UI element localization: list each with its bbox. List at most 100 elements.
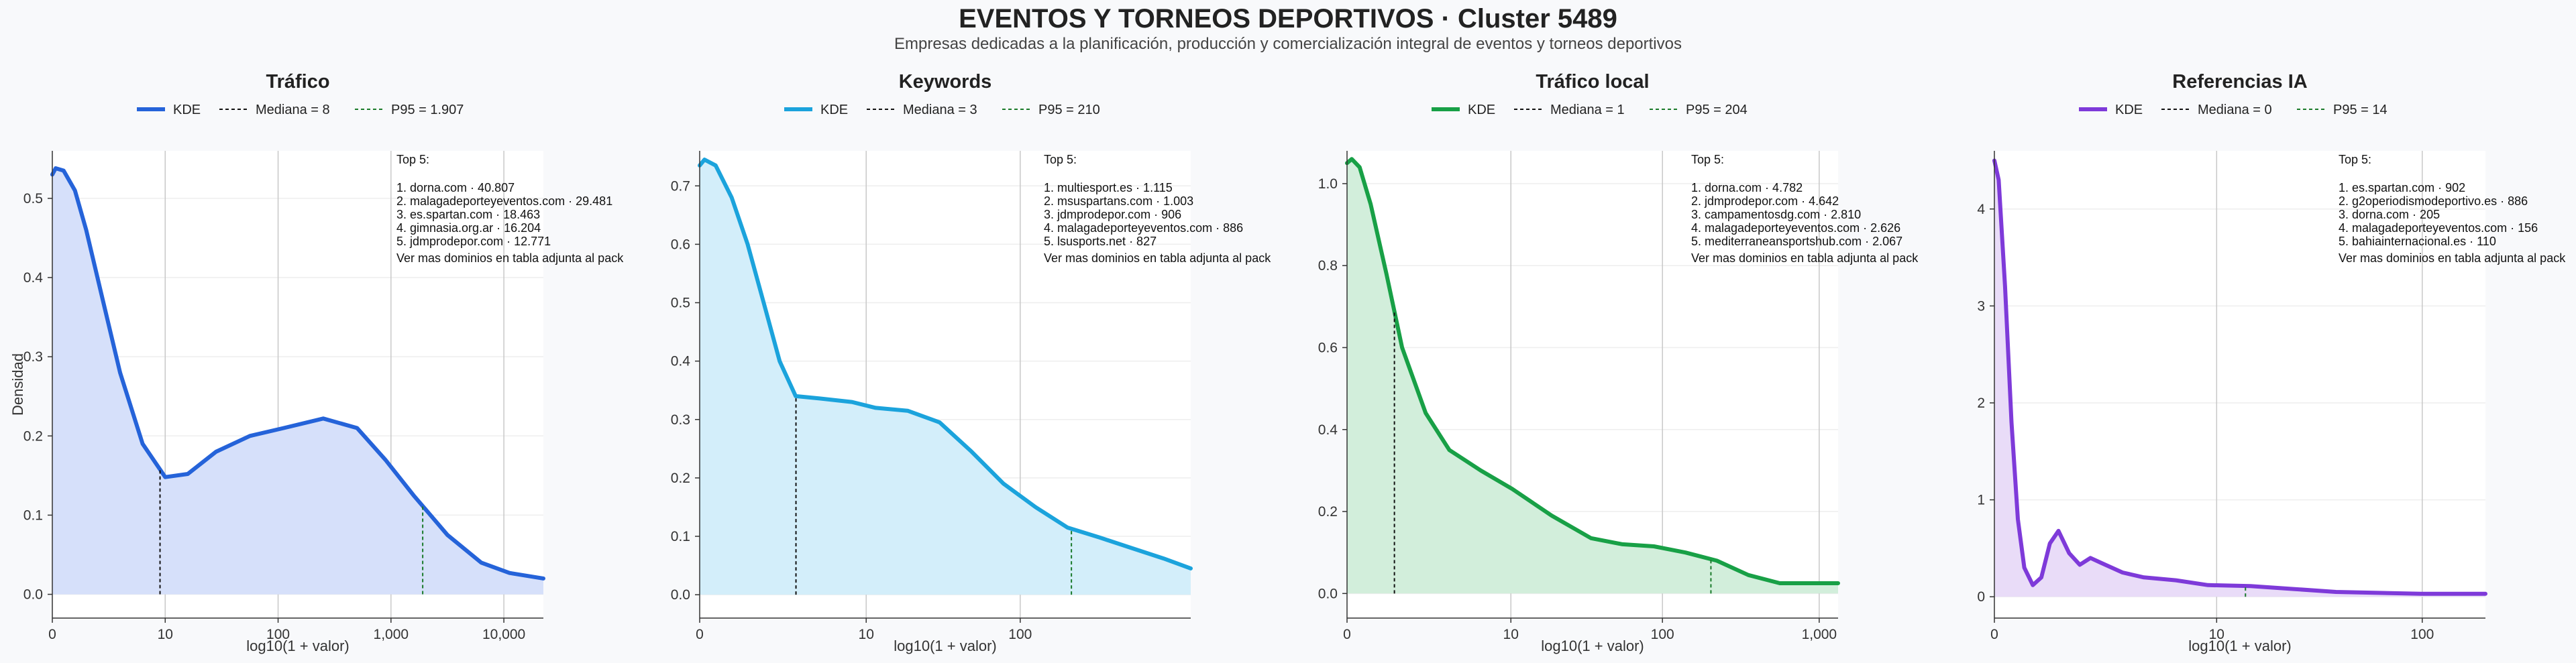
legend-label: P95 = 210 — [1038, 103, 1100, 117]
x-tick-label: 0 — [48, 627, 56, 642]
y-tick-label: 0.2 — [23, 428, 43, 444]
y-tick-label: 1.0 — [1318, 176, 1338, 192]
top5-item: 2. msuspartans.com · 1.003 — [1044, 194, 1193, 208]
top5-heading: Top 5: — [1044, 153, 1077, 166]
legend-label: KDE — [820, 103, 848, 117]
y-tick-label: 0.4 — [1318, 422, 1338, 438]
top5-item: 4. malagadeporteyeventos.com · 156 — [2339, 221, 2538, 235]
y-tick-label: 0.2 — [1318, 504, 1338, 520]
x-tick-label: 0 — [696, 627, 704, 642]
top5-item: 4. malagadeporteyeventos.com · 2.626 — [1691, 221, 1900, 235]
top5-heading: Top 5: — [1691, 153, 1724, 166]
kde-curve — [1345, 157, 1840, 585]
x-tick-label: 10 — [1503, 627, 1519, 642]
top5-item: 1. dorna.com · 40.807 — [396, 181, 515, 194]
top5-item: 1. es.spartan.com · 902 — [2339, 181, 2465, 194]
chart-panel-keywords: 0.0 0.1 0.2 0.3 0.4 0.5 0.6 0.7 0 10 100 log10(1 + … — [647, 64, 1291, 663]
kde-curve — [698, 158, 1193, 570]
y-tick-label: 2 — [1977, 396, 1985, 411]
chart-title: Keywords — [899, 71, 992, 93]
page-subtitle: Empresas dedicadas a la planificación, p… — [894, 35, 1682, 53]
x-tick-label: 0 — [1343, 627, 1351, 642]
top5-footer: Ver mas dominios en tabla adjunta al pac… — [396, 251, 624, 265]
kde-curve — [1992, 158, 2487, 596]
page-title: EVENTOS Y TORNEOS DEPORTIVOS · Cluster 5… — [959, 4, 1617, 34]
kde-curve — [50, 166, 545, 581]
chart-legend: KDE Mediana = 8 P95 = 1.907 — [137, 103, 464, 117]
x-axis-label: log10(1 + valor) — [894, 638, 996, 654]
top5-heading: Top 5: — [396, 153, 429, 166]
top5-item: 4. malagadeporteyeventos.com · 886 — [1044, 221, 1243, 235]
legend-label: P95 = 204 — [1686, 103, 1748, 117]
legend-label: Mediana = 0 — [2198, 103, 2272, 117]
x-tick-label: 10 — [2209, 627, 2224, 642]
y-axis-label: Densidad — [9, 353, 26, 416]
x-axis-label: log10(1 + valor) — [246, 638, 349, 654]
chart-title: Tráfico local — [1536, 71, 1649, 93]
top5-item: 5. lsusports.net · 827 — [1044, 235, 1157, 248]
chart-panel-referencias-ia: 0 1 2 3 4 0 10 100 log10(1 + valor) Referencias I… — [1942, 64, 2576, 663]
x-tick-label: 1,000 — [1802, 627, 1837, 642]
y-tick-label: 0.3 — [23, 349, 43, 365]
legend-label: Mediana = 8 — [256, 103, 330, 117]
chart-title: Referencias IA — [2172, 71, 2308, 93]
chart-svg: 0.0 0.2 0.4 0.6 0.8 1.0 0 10 100 1,000 log10(1 + v… — [1318, 71, 1919, 654]
x-tick-label: 100 — [1651, 627, 1674, 642]
top5-footer: Ver mas dominios en tabla adjunta al pac… — [1691, 251, 1919, 265]
x-tick-label: 10,000 — [482, 627, 525, 642]
top5-item: 2. g2operiodismodeportivo.es · 886 — [2339, 194, 2528, 208]
y-tick-label: 0.0 — [671, 587, 690, 603]
top5-footer: Ver mas dominios en tabla adjunta al pac… — [1044, 251, 1271, 265]
x-tick-label: 1,000 — [374, 627, 409, 642]
chart-legend: KDE Mediana = 1 P95 = 204 — [1432, 103, 1748, 117]
y-tick-label: 0.6 — [1318, 340, 1338, 355]
x-tick-label: 10 — [158, 627, 173, 642]
legend-label: KDE — [173, 103, 201, 117]
x-tick-label: 100 — [2410, 627, 2434, 642]
y-tick-label: 1 — [1977, 493, 1985, 508]
chart-svg: 0 1 2 3 4 0 10 100 log10(1 + valor) Referencias I… — [1977, 71, 2566, 654]
top5-item: 5. mediterraneansportshub.com · 2.067 — [1691, 235, 1902, 248]
chart-svg: 0.0 0.1 0.2 0.3 0.4 0.5 0.6 0.7 0 10 100 log10(1 + … — [671, 71, 1271, 654]
legend-label: KDE — [1468, 103, 1495, 117]
y-tick-label: 0.4 — [23, 270, 44, 286]
chart-title: Tráfico — [266, 71, 329, 93]
kde-fill-area — [700, 160, 1191, 595]
y-tick-label: 0.5 — [671, 296, 690, 311]
legend-label: Mediana = 1 — [1550, 103, 1625, 117]
chart-legend: KDE Mediana = 0 P95 = 14 — [2079, 103, 2387, 117]
legend-label: P95 = 1.907 — [391, 103, 464, 117]
top5-item: 2. malagadeporteyeventos.com · 29.481 — [396, 194, 612, 208]
y-tick-label: 0 — [1977, 589, 1985, 605]
top5-heading: Top 5: — [2339, 153, 2371, 166]
legend-label: P95 = 14 — [2333, 103, 2387, 117]
x-tick-label: 100 — [1008, 627, 1032, 642]
top5-item: 2. jdmprodepor.com · 4.642 — [1691, 194, 1839, 208]
y-tick-label: 0.4 — [671, 354, 691, 369]
x-tick-label: 10 — [859, 627, 874, 642]
top5-item: 5. bahiainternacional.es · 110 — [2339, 235, 2496, 248]
y-tick-label: 0.3 — [671, 412, 690, 428]
x-axis-label: log10(1 + valor) — [1541, 638, 1644, 654]
legend-label: KDE — [2115, 103, 2143, 117]
top5-item: 1. multiesport.es · 1.115 — [1044, 181, 1173, 194]
y-tick-label: 0.8 — [1318, 258, 1338, 274]
top5-item: 3. dorna.com · 205 — [2339, 208, 2440, 221]
x-tick-label: 0 — [1990, 627, 1998, 642]
top5-item: 3. jdmprodepor.com · 906 — [1044, 208, 1181, 221]
y-tick-label: 0.0 — [23, 587, 43, 603]
chart-svg: 0.0 0.1 0.2 0.3 0.4 0.5 0 10 100 1,000 10,000 log10… — [9, 71, 624, 654]
y-tick-label: 0.1 — [23, 507, 43, 523]
top5-item: 3. es.spartan.com · 18.463 — [396, 208, 540, 221]
chart-panel-trafico: 0.0 0.1 0.2 0.3 0.4 0.5 0 10 100 1,000 10,000 log10… — [0, 64, 644, 663]
chart-legend: KDE Mediana = 3 P95 = 210 — [784, 103, 1100, 117]
y-tick-label: 0.1 — [671, 529, 690, 544]
x-axis-label: log10(1 + valor) — [2188, 638, 2291, 654]
top5-item: 5. jdmprodepor.com · 12.771 — [396, 235, 551, 248]
top5-item: 4. gimnasia.org.ar · 16.204 — [396, 221, 541, 235]
y-tick-label: 0.6 — [671, 237, 690, 252]
